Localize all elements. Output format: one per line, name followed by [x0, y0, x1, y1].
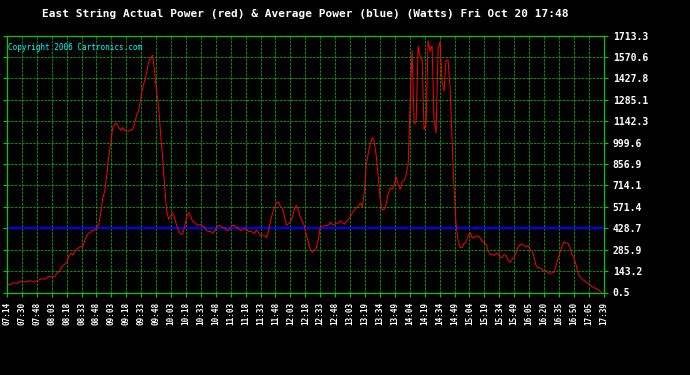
Text: East String Actual Power (red) & Average Power (blue) (Watts) Fri Oct 20 17:48: East String Actual Power (red) & Average…: [42, 9, 569, 20]
Text: Copyright 2006 Cartronics.com: Copyright 2006 Cartronics.com: [8, 44, 142, 52]
